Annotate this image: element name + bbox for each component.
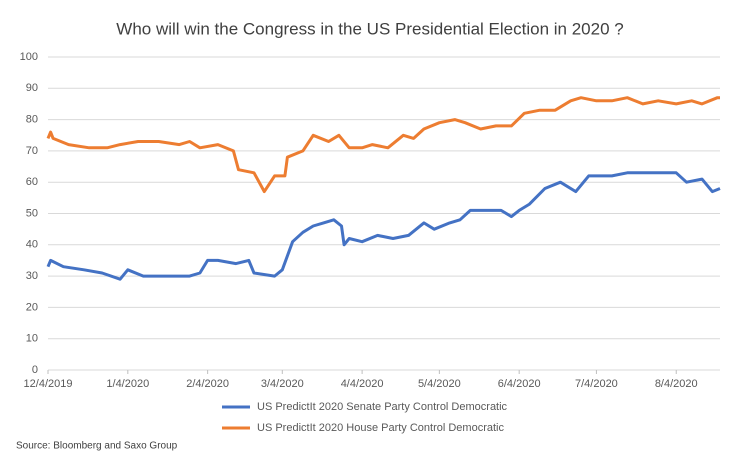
y-tick-label: 100 bbox=[20, 51, 38, 63]
y-tick-label: 10 bbox=[26, 333, 38, 345]
y-tick-label: 0 bbox=[32, 364, 38, 376]
x-tick-label: 3/4/2020 bbox=[261, 378, 304, 390]
x-tick-label: 5/4/2020 bbox=[418, 378, 461, 390]
y-tick-label: 30 bbox=[26, 270, 38, 282]
y-tick-label: 60 bbox=[26, 176, 38, 188]
y-tick-label: 70 bbox=[26, 145, 38, 157]
y-tick-label: 80 bbox=[26, 114, 38, 126]
x-tick-label: 4/4/2020 bbox=[341, 378, 384, 390]
x-tick-label: 2/4/2020 bbox=[186, 378, 229, 390]
x-tick-label: 6/4/2020 bbox=[498, 378, 541, 390]
y-tick-label: 40 bbox=[26, 239, 38, 251]
y-tick-label: 90 bbox=[26, 82, 38, 94]
x-tick-label: 12/4/2019 bbox=[24, 378, 73, 390]
legend-label: US PredictIt 2020 Senate Party Control D… bbox=[257, 401, 508, 413]
chart-title: Who will win the Congress in the US Pres… bbox=[116, 19, 623, 38]
legend-label: US PredictIt 2020 House Party Control De… bbox=[257, 422, 504, 434]
y-tick-label: 20 bbox=[26, 301, 38, 313]
x-tick-label: 8/4/2020 bbox=[655, 378, 698, 390]
x-tick-label: 7/4/2020 bbox=[575, 378, 618, 390]
series-line bbox=[46, 171, 721, 281]
series-line bbox=[46, 96, 720, 194]
y-tick-label: 50 bbox=[26, 207, 38, 219]
x-tick-label: 1/4/2020 bbox=[106, 378, 149, 390]
source-note: Source: Bloomberg and Saxo Group bbox=[16, 441, 178, 452]
